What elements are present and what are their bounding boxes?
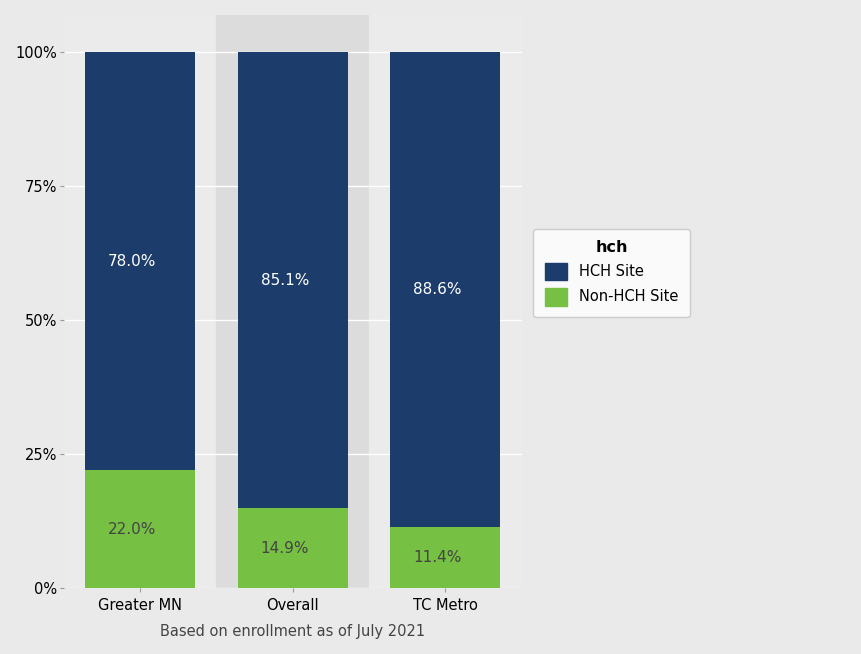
Text: 14.9%: 14.9% <box>261 541 309 556</box>
X-axis label: Based on enrollment as of July 2021: Based on enrollment as of July 2021 <box>160 624 424 639</box>
Bar <box>85 52 195 470</box>
Bar <box>238 508 347 588</box>
Text: 88.6%: 88.6% <box>413 283 461 298</box>
Bar <box>390 527 499 588</box>
Bar <box>238 52 347 508</box>
Bar <box>390 52 499 527</box>
Bar <box>369 15 521 588</box>
Legend: HCH Site, Non-HCH Site: HCH Site, Non-HCH Site <box>533 229 689 317</box>
Bar <box>64 15 216 588</box>
Text: 85.1%: 85.1% <box>261 273 309 288</box>
Bar <box>85 470 195 588</box>
Text: 78.0%: 78.0% <box>108 254 157 269</box>
Bar <box>216 15 369 588</box>
Text: 11.4%: 11.4% <box>413 550 461 565</box>
Text: 22.0%: 22.0% <box>108 522 157 537</box>
